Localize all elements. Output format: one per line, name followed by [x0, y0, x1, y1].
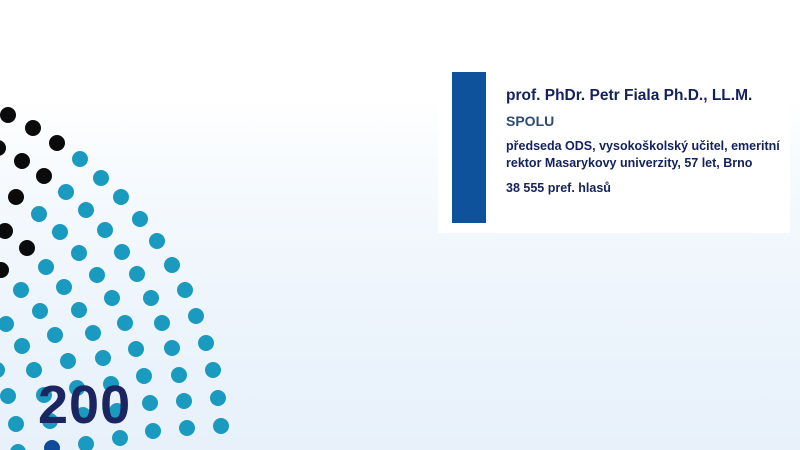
seat-dot[interactable]: [71, 151, 88, 168]
seat-dot[interactable]: [52, 224, 69, 241]
seat-dot[interactable]: [0, 262, 9, 279]
seat-dot[interactable]: [7, 415, 24, 432]
seat-dot[interactable]: [0, 223, 14, 240]
seat-dot[interactable]: [145, 422, 162, 439]
seat-dot[interactable]: [188, 308, 205, 325]
candidate-name: prof. PhDr. Petr Fiala Ph.D., LL.M.: [506, 87, 753, 104]
seat-dot[interactable]: [13, 337, 30, 354]
seat-dot[interactable]: [104, 290, 121, 307]
seat-dot[interactable]: [78, 202, 95, 219]
seat-dot[interactable]: [97, 222, 114, 239]
party-color-bar: [452, 72, 486, 223]
seat-dot[interactable]: [71, 244, 88, 261]
seat-dot[interactable]: [204, 362, 221, 379]
seat-dot[interactable]: [136, 367, 153, 384]
seat-dot[interactable]: [0, 361, 5, 378]
seat-dot[interactable]: [163, 257, 180, 274]
seat-dot[interactable]: [47, 327, 64, 344]
seat-dot[interactable]: [75, 407, 92, 424]
seat-dot[interactable]: [71, 301, 88, 318]
seat-dot[interactable]: [127, 340, 144, 357]
total-seats-label: 200: [38, 375, 132, 435]
seat-dot[interactable]: [10, 444, 26, 450]
seat-dot[interactable]: [0, 139, 6, 156]
seat-dot[interactable]: [210, 389, 227, 406]
hemicycle-seat-chart[interactable]: [0, 0, 420, 450]
seat-dot[interactable]: [176, 393, 193, 410]
seat-dot[interactable]: [31, 303, 48, 320]
seat-dot[interactable]: [24, 119, 41, 136]
seat-dot[interactable]: [38, 258, 55, 275]
seat-dot[interactable]: [48, 134, 65, 151]
candidate-description: předseda ODS, vysokoškolský učitel, emer…: [506, 139, 780, 170]
seat-dot[interactable]: [69, 379, 86, 396]
seat-dot[interactable]: [59, 352, 76, 369]
seat-dot[interactable]: [117, 314, 134, 331]
seat-dot[interactable]: [30, 205, 47, 222]
seat-dot[interactable]: [43, 440, 60, 450]
seat-dot[interactable]: [0, 107, 16, 123]
seat-dot[interactable]: [41, 413, 58, 430]
seat-dot[interactable]: [163, 340, 180, 357]
seat-dot[interactable]: [103, 376, 120, 393]
seat-dot[interactable]: [18, 239, 35, 256]
preferential-votes: 38 555 pref. hlasů: [506, 181, 611, 196]
seat-dot[interactable]: [0, 387, 17, 404]
seat-dot[interactable]: [84, 325, 101, 342]
seat-dot[interactable]: [148, 233, 165, 250]
seat-dot[interactable]: [111, 429, 128, 446]
seat-dot[interactable]: [131, 210, 148, 227]
seat-dot[interactable]: [114, 243, 131, 260]
seat-dot[interactable]: [88, 266, 105, 283]
seat-dot[interactable]: [26, 361, 43, 378]
seat-dot[interactable]: [154, 314, 171, 331]
seat-dot[interactable]: [179, 420, 196, 437]
party-name: SPOLU: [506, 112, 555, 129]
seat-dot[interactable]: [113, 189, 130, 206]
candidate-tooltip-body: prof. PhDr. Petr Fiala Ph.D., LL.M. SPOL…: [486, 72, 790, 223]
seat-dot[interactable]: [77, 435, 94, 450]
seat-dot[interactable]: [108, 402, 125, 419]
seat-dot[interactable]: [95, 350, 112, 367]
seat-dot[interactable]: [177, 282, 194, 299]
seat-dot[interactable]: [13, 281, 30, 298]
seat-dot[interactable]: [129, 266, 146, 283]
seat-dot[interactable]: [197, 334, 214, 351]
seat-dot[interactable]: [142, 289, 159, 306]
seat-dot[interactable]: [8, 189, 25, 206]
seat-dot[interactable]: [213, 418, 230, 435]
seat-dot[interactable]: [36, 167, 53, 184]
seat-dot[interactable]: [35, 386, 52, 403]
seat-dot[interactable]: [0, 315, 14, 332]
seat-dot[interactable]: [93, 169, 110, 186]
seat-dot[interactable]: [142, 394, 159, 411]
seat-dot[interactable]: [171, 366, 187, 383]
seat-dot[interactable]: [58, 184, 75, 201]
candidate-tooltip-card: prof. PhDr. Petr Fiala Ph.D., LL.M. SPOL…: [438, 62, 790, 233]
seat-dot[interactable]: [55, 279, 72, 296]
seat-dot[interactable]: [13, 152, 30, 169]
